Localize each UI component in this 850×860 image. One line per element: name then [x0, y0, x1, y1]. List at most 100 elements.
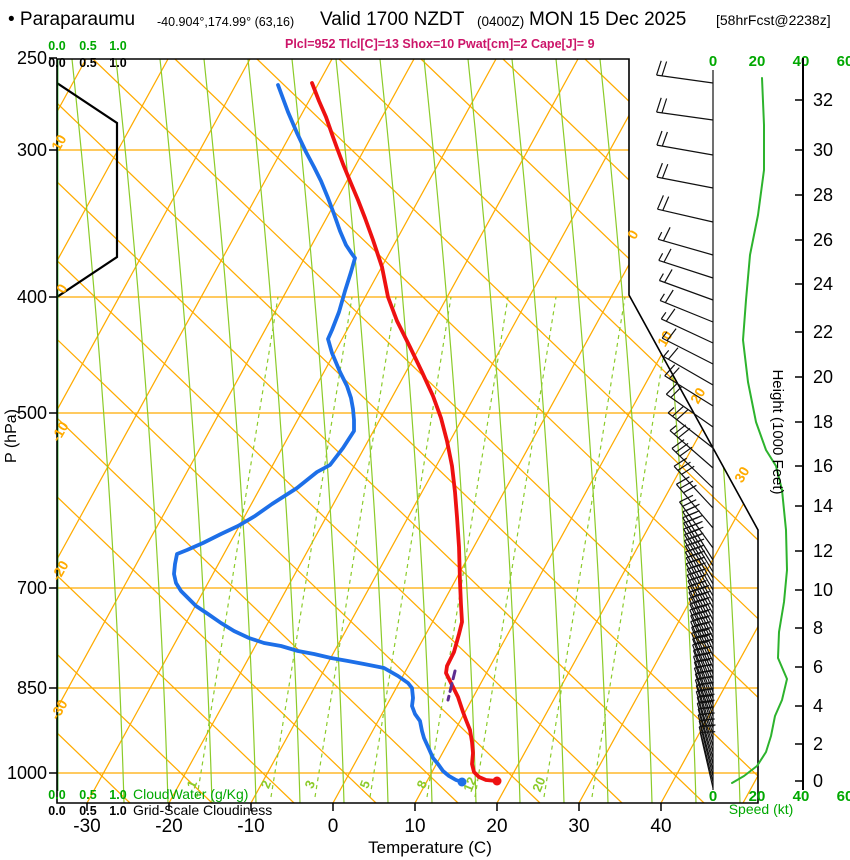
isotherm-line [250, 59, 661, 803]
temperature-tick-label: 0 [328, 816, 339, 837]
pressure-tick-label: 400 [17, 287, 47, 307]
temperature-trace [310, 81, 499, 783]
moist-adiabat-line [291, 59, 345, 803]
dry-adiabat-line [57, 59, 623, 803]
height-tick-label: 16 [813, 456, 833, 476]
wind-barb [656, 60, 714, 84]
height-tick-label: 0 [813, 771, 823, 791]
dry-adiabat-line [584, 59, 758, 803]
temperature-tick-label: 30 [568, 816, 589, 837]
forecast-hour: [58hrFcst@2238z] [716, 12, 831, 28]
dry-adiabat-line [57, 59, 377, 803]
speed-tick-label-top: 0 [709, 53, 717, 70]
wind-barb [663, 347, 714, 386]
height-tick-label: 6 [813, 657, 823, 677]
height-tick-label: 22 [813, 322, 833, 342]
height-tick-label: 18 [813, 412, 833, 432]
wind-barb [667, 405, 714, 449]
dry-adiabat-line [420, 59, 758, 803]
mixing-ratio-label: 5 [357, 778, 374, 790]
pressure-tick-label: 850 [17, 678, 47, 698]
dry-adiabat-line [57, 59, 459, 803]
dry-adiabat-line [174, 59, 758, 803]
wind-barb [658, 248, 714, 279]
wind-barb [660, 308, 714, 344]
isotherm-label: 20 [687, 385, 709, 407]
temperature-tick-label: -20 [155, 816, 182, 837]
speed-axis-title: Speed (kt) [729, 801, 794, 817]
cloudwater-scale-label-top: 1.0 [109, 39, 126, 53]
speed-tick-label-bottom: 60 [837, 788, 850, 805]
dewpoint-trace [172, 83, 464, 784]
wind-barb [661, 328, 714, 365]
parcel-lcl-trace [446, 669, 457, 702]
moist-adiabat-line [203, 59, 257, 803]
temperature-tick-label: 40 [650, 816, 671, 837]
mixing-ratio-line [474, 296, 557, 798]
moist-adiabat-line [71, 59, 125, 803]
height-tick-label: 14 [813, 496, 833, 516]
height-tick-label: 26 [813, 230, 833, 250]
cloud-scale: 0.0 0.0 0.0 0.0 0.5 0.5 0.5 0.5 1.0 1.0 1.0 1.0 Clou… [48, 39, 272, 818]
speed-tick-label-bottom: 20 [749, 788, 766, 805]
isotherm-line [660, 59, 758, 803]
grid-scale-cloudiness-trace [57, 59, 119, 791]
height-tick-label: 4 [813, 696, 823, 716]
station-title: • Paraparaumu [8, 9, 136, 30]
mixing-ratio-label: 20 [529, 775, 548, 794]
surface-dewpoint-dot [457, 777, 467, 787]
pressure-axis-title: P (hPa) [3, 409, 20, 463]
isotherm-label: 10 [654, 328, 676, 350]
cloudiness-scale-label-top: 0.0 [48, 56, 65, 70]
height-axis-title: Height (1000 Feet) [769, 369, 786, 494]
speed-tick-label-top: 60 [837, 53, 850, 70]
isotherm-label: 30 [731, 464, 753, 486]
isotherm-label: -30 [47, 697, 71, 723]
isotherm-label: 0 [624, 227, 642, 242]
isotherm-line [86, 59, 497, 803]
isotherm-line [496, 59, 758, 803]
wind-barb [694, 678, 714, 735]
isotherm-line [57, 59, 251, 803]
dry-adiabat-line [57, 59, 295, 803]
pressure-tick-label: 250 [17, 48, 47, 68]
wind-barb [699, 731, 716, 789]
speed-tick-label-top: 40 [793, 53, 810, 70]
wind-barb [656, 195, 714, 223]
moist-adiabat-line [159, 59, 213, 803]
wind-barb [656, 130, 714, 156]
isotherm-line [57, 59, 333, 803]
mixing-ratio-label: 2 [258, 778, 275, 790]
cloud-traces [57, 59, 119, 791]
temperature-tick-label: -30 [73, 816, 100, 837]
wind-barb [659, 289, 714, 323]
dry-adiabat-line [92, 59, 758, 803]
moist-adiabat-line [115, 59, 169, 803]
mixing-ratio-line [591, 296, 674, 798]
pressure-tick-label: 700 [17, 578, 47, 598]
cloudiness-scale-label-top: 0.5 [79, 56, 96, 70]
isotherm-label: 0 [53, 281, 71, 296]
temperature-tick-label: 10 [404, 816, 425, 837]
height-tick-label: 30 [813, 140, 833, 160]
wind-speed-curve [731, 77, 788, 784]
moist-adiabat-line [599, 59, 653, 803]
wind-barb [656, 162, 714, 189]
station-coords: -40.904°,174.99° (63,16) [157, 15, 295, 29]
speed-tick-label-bottom: 0 [709, 788, 717, 805]
height-tick-label: 24 [813, 274, 833, 294]
isotherm-line [57, 59, 169, 803]
wind-barb [695, 683, 715, 741]
cloudiness-scale-label-bottom: 0.5 [79, 804, 96, 818]
valid-time: Valid 1700 NZDT [320, 9, 465, 30]
wind-barb [698, 719, 716, 777]
cloudiness-scale-label-top: 1.0 [109, 56, 126, 70]
moist-adiabat-line [423, 59, 477, 803]
pressure-tick-label: 300 [17, 140, 47, 160]
wind-barb [679, 494, 714, 549]
cloudwater-scale-label-bottom: 0.0 [48, 788, 65, 802]
wind-barb [664, 364, 714, 407]
